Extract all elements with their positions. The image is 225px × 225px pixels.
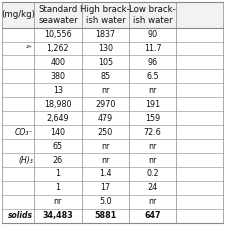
Bar	[176, 2, 223, 28]
Text: 18,980: 18,980	[44, 100, 72, 109]
Text: 380: 380	[50, 72, 65, 81]
Text: 26: 26	[53, 155, 63, 164]
Text: 140: 140	[50, 128, 65, 137]
Text: 1837: 1837	[95, 30, 115, 39]
Text: 6.5: 6.5	[146, 72, 159, 81]
Text: ²⁺: ²⁺	[26, 44, 33, 53]
Text: CO₃⁻: CO₃⁻	[15, 128, 33, 137]
Text: 1.4: 1.4	[99, 169, 112, 178]
Bar	[34, 2, 82, 28]
Text: nr: nr	[148, 142, 157, 151]
Text: 647: 647	[144, 211, 161, 220]
Bar	[129, 2, 176, 28]
Text: 10,556: 10,556	[44, 30, 72, 39]
Text: 2970: 2970	[95, 100, 115, 109]
Text: 13: 13	[53, 86, 63, 95]
Text: 250: 250	[98, 128, 113, 137]
Text: nr: nr	[101, 86, 110, 95]
Text: 11.7: 11.7	[144, 44, 162, 53]
Text: 34,483: 34,483	[43, 211, 73, 220]
Bar	[2, 2, 34, 28]
Text: 1: 1	[55, 169, 61, 178]
Text: Standard
seawater: Standard seawater	[38, 5, 78, 25]
Text: 17: 17	[100, 183, 110, 192]
Text: nr: nr	[148, 86, 157, 95]
Text: 90: 90	[148, 30, 158, 39]
Text: (mg/kg): (mg/kg)	[1, 10, 35, 19]
Text: 159: 159	[145, 114, 160, 123]
Text: nr: nr	[101, 155, 110, 164]
Text: High brack-
ish water: High brack- ish water	[81, 5, 130, 25]
Bar	[82, 2, 129, 28]
Text: 191: 191	[145, 100, 160, 109]
Text: Low brack-
ish water: Low brack- ish water	[129, 5, 176, 25]
Text: 400: 400	[50, 58, 65, 67]
Text: 5.0: 5.0	[99, 197, 112, 206]
Text: 85: 85	[100, 72, 110, 81]
Text: 1: 1	[55, 183, 61, 192]
Text: nr: nr	[148, 155, 157, 164]
Text: nr: nr	[54, 197, 62, 206]
Text: (H)₃: (H)₃	[18, 155, 33, 164]
Text: 130: 130	[98, 44, 113, 53]
Text: 72.6: 72.6	[144, 128, 162, 137]
Text: nr: nr	[101, 142, 110, 151]
Text: 2,649: 2,649	[47, 114, 69, 123]
Text: nr: nr	[148, 197, 157, 206]
Text: 0.2: 0.2	[146, 169, 159, 178]
Text: 1,262: 1,262	[47, 44, 69, 53]
Text: 96: 96	[148, 58, 158, 67]
Text: 24: 24	[148, 183, 158, 192]
Text: 105: 105	[98, 58, 113, 67]
Text: 5881: 5881	[94, 211, 117, 220]
Text: 479: 479	[98, 114, 113, 123]
Text: 65: 65	[53, 142, 63, 151]
Text: solids: solids	[8, 211, 33, 220]
